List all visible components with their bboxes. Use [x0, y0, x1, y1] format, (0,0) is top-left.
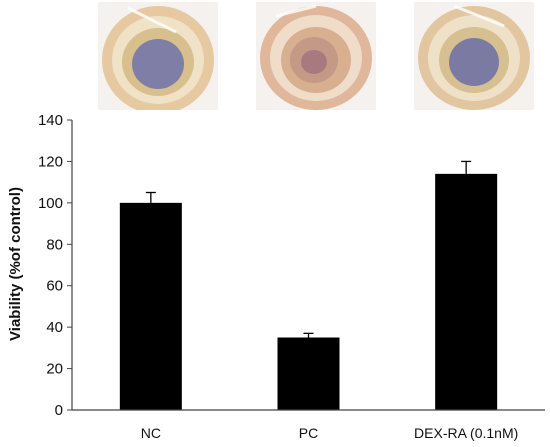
y-tick-label: 40 — [46, 319, 63, 336]
y-tick-label: 0 — [55, 402, 63, 419]
y-tick-label: 80 — [46, 236, 63, 253]
well-photos — [0, 0, 550, 112]
bar-dex-ra-0-1nm — [435, 173, 498, 410]
well-photo-dex-ra — [414, 2, 534, 110]
x-tick-label: PC — [299, 425, 318, 441]
y-tick-label: 20 — [46, 361, 63, 378]
y-tick-label: 120 — [38, 153, 63, 170]
x-tick-label: NC — [141, 425, 161, 441]
y-tick-label: 140 — [38, 112, 63, 129]
bar-nc — [119, 202, 182, 410]
bar-pc — [277, 337, 340, 410]
x-tick-label: DEX-RA (0.1nM) — [414, 425, 518, 441]
y-tick-label: 100 — [38, 195, 63, 212]
bars — [119, 160, 498, 410]
well-photo-pc — [256, 2, 376, 110]
y-axis-title: Viability (%of control) — [7, 187, 24, 341]
y-axis: 0 20 40 60 80 100 120 140 — [38, 112, 73, 419]
y-tick-label: 60 — [46, 278, 63, 295]
well-photo-nc — [98, 2, 218, 110]
x-axis: NC PC DEX-RA (0.1nM) — [72, 409, 545, 441]
